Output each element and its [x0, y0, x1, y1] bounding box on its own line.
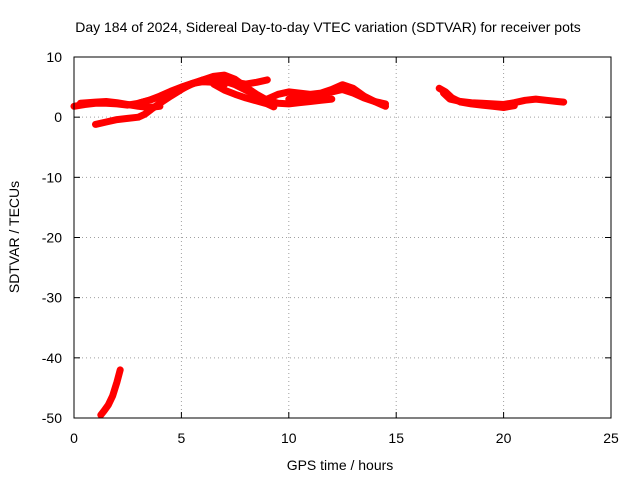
series-track-6	[220, 76, 271, 88]
series-track-5	[210, 80, 278, 111]
x-tick-label: 0	[70, 430, 78, 446]
y-tick-label: -40	[42, 350, 62, 366]
chart-title: Day 184 of 2024, Sidereal Day-to-day VTE…	[75, 19, 581, 35]
series-layer	[70, 71, 568, 419]
x-tick-label: 20	[496, 430, 512, 446]
series-track-10	[435, 84, 518, 111]
y-tick-label: 0	[54, 109, 62, 125]
y-tick-label: -10	[42, 169, 62, 185]
y-tick-label: 10	[46, 49, 62, 65]
x-tick-label: 5	[178, 430, 186, 446]
x-tick-label: 25	[603, 430, 619, 446]
y-tick-label: -30	[42, 290, 62, 306]
y-axis-label: SDTVAR / TECUs	[6, 181, 22, 293]
tick-layer: 0 5 10 15 20 25 -50 -40 -30 -20 -10 0 10	[42, 49, 619, 446]
series-track-8	[285, 86, 389, 108]
x-tick-label: 10	[281, 430, 297, 446]
y-tick-label: -20	[42, 230, 62, 246]
x-tick-label: 15	[388, 430, 404, 446]
series-track-2	[76, 98, 164, 111]
plot-frame	[73, 56, 612, 419]
series-track-11	[97, 366, 124, 419]
y-tick-label: -50	[42, 410, 62, 426]
x-axis-label: GPS time / hours	[287, 457, 394, 473]
grid-layer	[74, 57, 611, 418]
